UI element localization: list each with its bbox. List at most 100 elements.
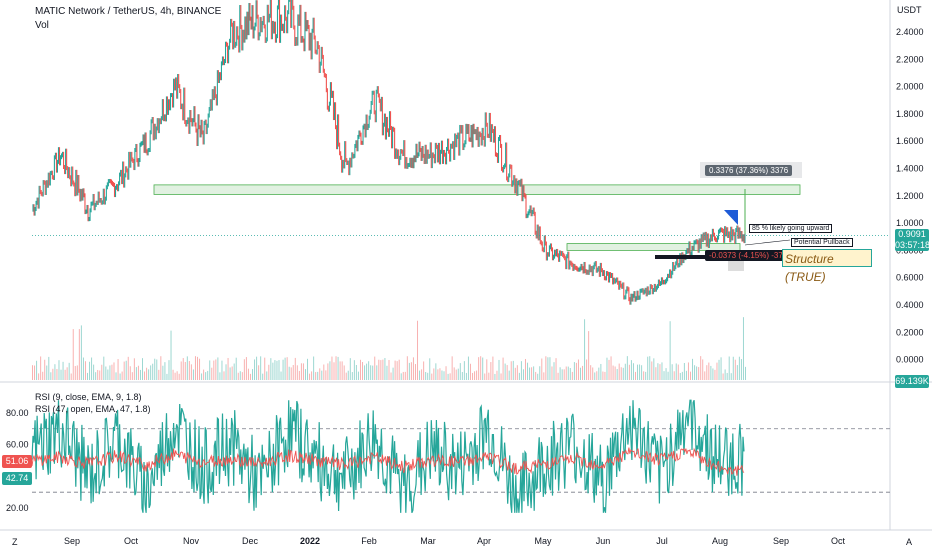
volume-bar <box>93 364 95 380</box>
volume-bar <box>235 357 237 380</box>
volume-bar <box>286 357 288 380</box>
volume-bar <box>115 372 117 380</box>
currency-label: USDT <box>897 5 922 15</box>
measure-down-label[interactable]: -0.0373 (-4.15%) -373 <box>705 250 792 261</box>
volume-bar <box>708 362 710 380</box>
volume-bar <box>722 373 724 380</box>
volume-bar <box>425 372 427 380</box>
volume-bar <box>745 366 746 380</box>
volume-bar <box>317 371 319 380</box>
volume-bar <box>476 370 478 380</box>
x-tick-label: Jun <box>596 536 611 546</box>
volume-bar <box>579 367 581 380</box>
volume-bar <box>400 373 402 380</box>
volume-bar <box>152 363 154 380</box>
volume-bar <box>710 365 712 380</box>
volume-bar <box>533 366 535 380</box>
y-tick-label: 2.0000 <box>896 82 924 92</box>
volume-bar <box>457 368 459 380</box>
volume-bar <box>221 360 223 380</box>
volume-bar <box>164 362 166 380</box>
volume-bar <box>616 369 618 380</box>
volume-bar <box>649 356 651 380</box>
volume-bar <box>46 365 48 380</box>
volume-bar <box>56 368 58 380</box>
volume-bar <box>732 356 734 380</box>
volume-label: Vol <box>35 20 49 31</box>
volume-bar <box>606 357 608 380</box>
volume-bar <box>524 358 526 380</box>
volume-bar <box>394 360 396 380</box>
volume-bar <box>68 362 70 380</box>
x-tick-label: Nov <box>183 536 200 546</box>
volume-bar <box>197 356 199 380</box>
volume-bar <box>577 359 579 380</box>
rsi-panel <box>31 399 890 514</box>
upward-note[interactable]: 85 % likely going upward <box>749 224 833 233</box>
volume-bar <box>211 367 213 380</box>
volume-bar <box>582 365 584 380</box>
volume-bar <box>463 361 465 380</box>
support-zone <box>566 243 741 251</box>
volume-bar <box>694 365 696 380</box>
volume-bar <box>714 369 716 380</box>
volume-bar <box>482 357 484 380</box>
volume-bar <box>618 363 620 380</box>
volume-bar <box>514 367 516 380</box>
volume-bar <box>313 356 315 380</box>
auto-scale-toggle[interactable]: A <box>906 537 913 547</box>
volume-bar <box>655 367 657 380</box>
structure-label[interactable]: Structure (TRUE) <box>782 249 872 284</box>
volume-bar <box>125 360 127 380</box>
volume-bar <box>60 369 62 380</box>
volume-bar <box>249 373 251 380</box>
volume-bar <box>201 373 203 380</box>
volume-bar <box>386 365 388 380</box>
rsi-tick-label: 20.00 <box>6 503 29 513</box>
volume-bar <box>105 366 107 380</box>
volume-bar <box>663 371 665 380</box>
volume-bar <box>139 369 141 380</box>
volume-bar <box>52 368 54 380</box>
volume-bar <box>484 373 486 380</box>
volume-bar <box>270 358 272 380</box>
volume-bar <box>50 372 52 380</box>
volume-bar <box>40 356 42 380</box>
volume-bar <box>571 371 573 380</box>
y-tick-label: 1.4000 <box>896 164 924 174</box>
volume-bar <box>213 360 215 380</box>
zoom-toggle[interactable]: Z <box>12 537 18 547</box>
volume-bar <box>359 359 361 380</box>
volume-bar <box>537 373 539 380</box>
volume-bar <box>488 372 490 380</box>
volume-bar <box>341 361 343 380</box>
volume-bar <box>602 371 604 380</box>
volume-bar <box>300 363 302 380</box>
volume-bar <box>101 364 103 380</box>
volume-bar <box>184 361 186 380</box>
volume-bar <box>516 365 518 380</box>
volume-bar <box>349 358 351 380</box>
bar-countdown: 03:57:18 <box>895 240 931 250</box>
volume-bar <box>135 367 137 380</box>
pullback-note[interactable]: Potential Pullback <box>791 238 853 247</box>
volume-bars <box>32 317 746 380</box>
measure-up-label[interactable]: 0.3376 (37.36%) 3376 <box>705 165 793 176</box>
last-price-value: 0.9091 <box>898 229 926 239</box>
volume-bar <box>417 320 419 380</box>
volume-bar <box>553 362 555 380</box>
volume-bar <box>474 371 476 380</box>
volume-bar <box>396 361 398 380</box>
grid-layer <box>0 0 932 531</box>
volume-bar <box>480 356 482 380</box>
volume-bar <box>36 360 38 380</box>
chart-title: MATIC Network / TetherUS, 4h, BINANCE <box>35 6 222 17</box>
volume-bar <box>89 361 91 380</box>
volume-bar <box>158 369 160 380</box>
volume-bar <box>559 367 561 380</box>
volume-bar <box>372 365 374 380</box>
volume-bar <box>260 356 262 380</box>
volume-bar <box>736 365 738 380</box>
x-tick-label: May <box>534 536 552 546</box>
volume-bar <box>431 373 433 380</box>
